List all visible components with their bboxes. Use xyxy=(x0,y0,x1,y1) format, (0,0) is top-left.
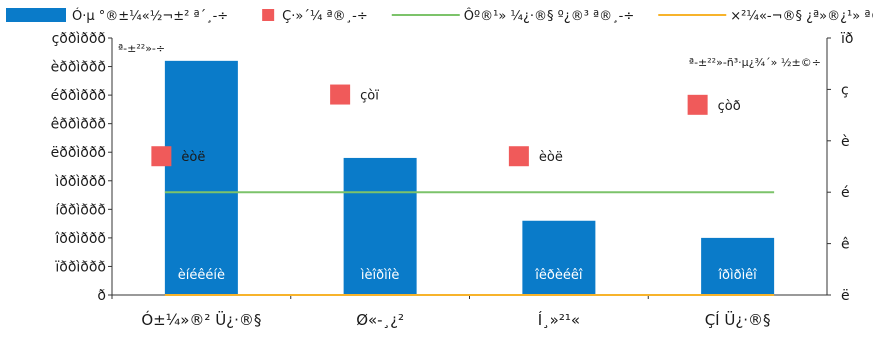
bar-data-label: èíéêéíè xyxy=(178,268,225,283)
legend-label: Ôº®¹» ¼¿·®§ º¿®³ ª®¸-÷ xyxy=(464,8,635,24)
scatter-point xyxy=(330,84,351,105)
scatter-point xyxy=(687,94,708,115)
y-right-tick-label: ê xyxy=(841,237,850,253)
y-left-tick-label: éððìððð xyxy=(51,88,106,104)
legend-swatch-scatter xyxy=(262,9,275,21)
legend-swatch-bar xyxy=(6,8,66,22)
y-left-tick-label: ëððìððð xyxy=(51,145,106,161)
legend-label: Ó·µ °®±¼«½¬±² ª´¸-÷ xyxy=(72,8,228,24)
y-right-tick-label: ë xyxy=(841,288,850,304)
bar xyxy=(701,237,775,295)
y-right-tick-label: é xyxy=(841,185,850,201)
x-tick-label: Í¸»²¹« xyxy=(538,310,580,329)
legend-label: ×²¼«-¬®§ ¿ª»®¿¹» ª®¸-÷ xyxy=(730,9,873,24)
y-right-tick-label: ç xyxy=(841,82,849,98)
bar-data-label: ìèîðìîè xyxy=(360,268,399,283)
x-tick-label: Ó±¼»®² Ü¿·®§ xyxy=(141,310,261,329)
y-right-axis-label: ª-±²²»-ñ³·µ¿¾´» ½±©÷ xyxy=(689,56,821,69)
y-left-tick-label: çððìððð xyxy=(52,31,106,47)
scatter-data-label: çòð xyxy=(718,99,741,114)
y-left-tick-label: ïððìððð xyxy=(54,259,106,275)
y-left-tick-label: îððìððð xyxy=(54,231,106,247)
y-left-tick-label: ìððìððð xyxy=(54,174,106,190)
y-left-tick-label: ð xyxy=(97,288,106,304)
scatter-point xyxy=(151,146,172,167)
x-tick-label: Ø«-¸¿² xyxy=(356,311,404,329)
legend-label: Ç·»´¼ ª®¸-÷ xyxy=(282,9,368,24)
y-right-tick-label: ïð xyxy=(840,31,853,47)
bar-data-label: îðìðìêî xyxy=(717,268,757,283)
bar xyxy=(164,60,238,295)
scatter-point xyxy=(508,146,529,167)
y-left-tick-label: íððìððð xyxy=(55,202,106,218)
scatter-data-label: çòï xyxy=(360,89,379,104)
scatter-data-label: èòë xyxy=(539,150,563,165)
y-right-tick-label: è xyxy=(841,134,850,150)
y-left-tick-label: èððìððð xyxy=(51,60,106,76)
bar xyxy=(343,157,417,295)
x-tick-label: ÇÍ Ü¿·®§ xyxy=(705,310,771,329)
y-left-tick-label: êððìððð xyxy=(51,117,106,133)
y-left-axis-label: ª-±²²»-÷ xyxy=(118,42,165,55)
bar xyxy=(522,220,596,295)
scatter-data-label: èòë xyxy=(181,150,205,165)
bar-data-label: îêðèéêî xyxy=(534,268,583,283)
